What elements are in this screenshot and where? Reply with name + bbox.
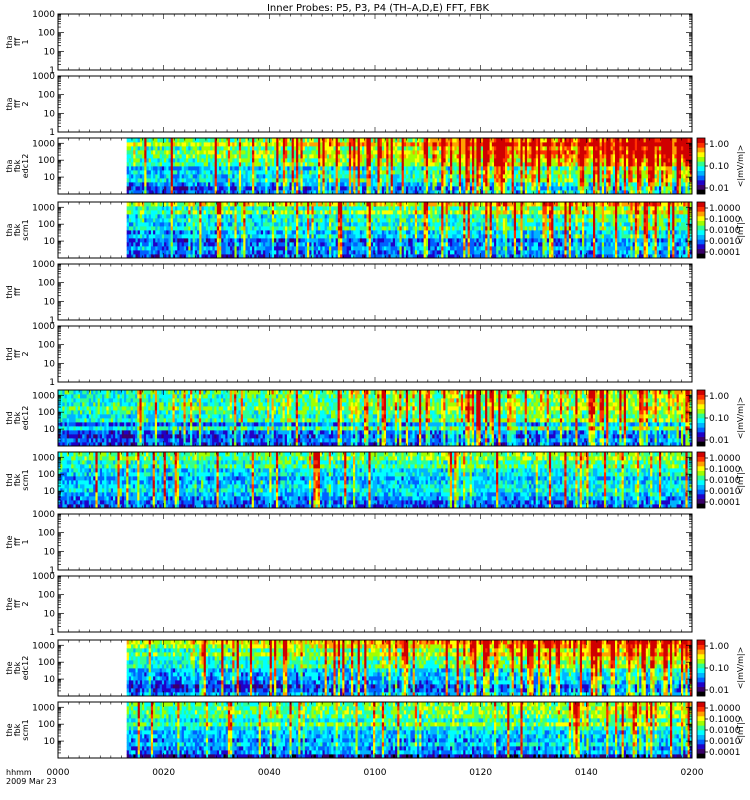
panel-tha-fbk-scm1: 1.00000.10000.01000.00100.0001<|nT|>1000…: [5, 202, 745, 258]
panel-frame: [58, 14, 692, 70]
panel-label-line: 1: [21, 39, 30, 44]
panel-label: tha fff 2: [5, 97, 30, 110]
colorbar-tick-label: 1.00: [709, 140, 729, 150]
spectrogram-cells: [127, 138, 693, 194]
colorbar-label: <|mV/m|>: [736, 145, 745, 188]
colorbar-segment: [697, 189, 705, 194]
panel-frame: [58, 76, 692, 132]
y-tick-label: 1: [49, 128, 55, 138]
colorbar-segment: [697, 180, 705, 185]
colorbar-segment: [697, 152, 705, 157]
y-tick-label: 1000: [32, 139, 55, 149]
y-tick-label: 100: [38, 29, 55, 39]
panel-label: tha fff 1: [5, 35, 30, 48]
colorbar-segment: [697, 143, 705, 148]
colorbar-segment: [697, 138, 705, 143]
panel-label: tha fbk edc12: [5, 154, 30, 179]
colorbar-segment: [697, 185, 705, 190]
colorbar-segment: [697, 147, 705, 152]
colorbar-tick-label: 0.01: [709, 184, 729, 194]
colorbar-segment: [697, 166, 705, 171]
plot-title: Inner Probes: P5, P3, P4 (TH–A,D,E) FFT,…: [267, 3, 489, 14]
y-tick-label: 1000: [32, 10, 55, 20]
colorbar-segment: [697, 171, 705, 176]
y-tick-label: 100: [38, 156, 55, 166]
colorbar-segment: [697, 161, 705, 166]
colorbar: 1.00 0.10 0.01 <|mV/m|>: [697, 138, 745, 194]
y-tick-label: 1000: [32, 72, 55, 82]
colorbar-segment: [697, 175, 705, 180]
colorbar-tick-label: 0.10: [709, 162, 729, 172]
spectrogram-cells: [127, 202, 693, 258]
panel-label-line: 2: [21, 101, 30, 106]
panel-tha-fff-2: 1000 100 10 1 tha fff 2: [5, 72, 692, 138]
panel-label-line: edc12: [21, 154, 30, 179]
y-tick-label: 100: [38, 91, 55, 101]
colorbar-segment: [697, 157, 705, 162]
y-tick-label: 10: [44, 173, 56, 183]
panel-tha-fbk-edc12: 1.00 0.10 0.01 <|mV/m|> 1000 100 10 tha fbk edc12: [5, 138, 745, 194]
y-tick-label: 10: [44, 109, 56, 119]
y-tick-label: 10: [44, 47, 56, 57]
